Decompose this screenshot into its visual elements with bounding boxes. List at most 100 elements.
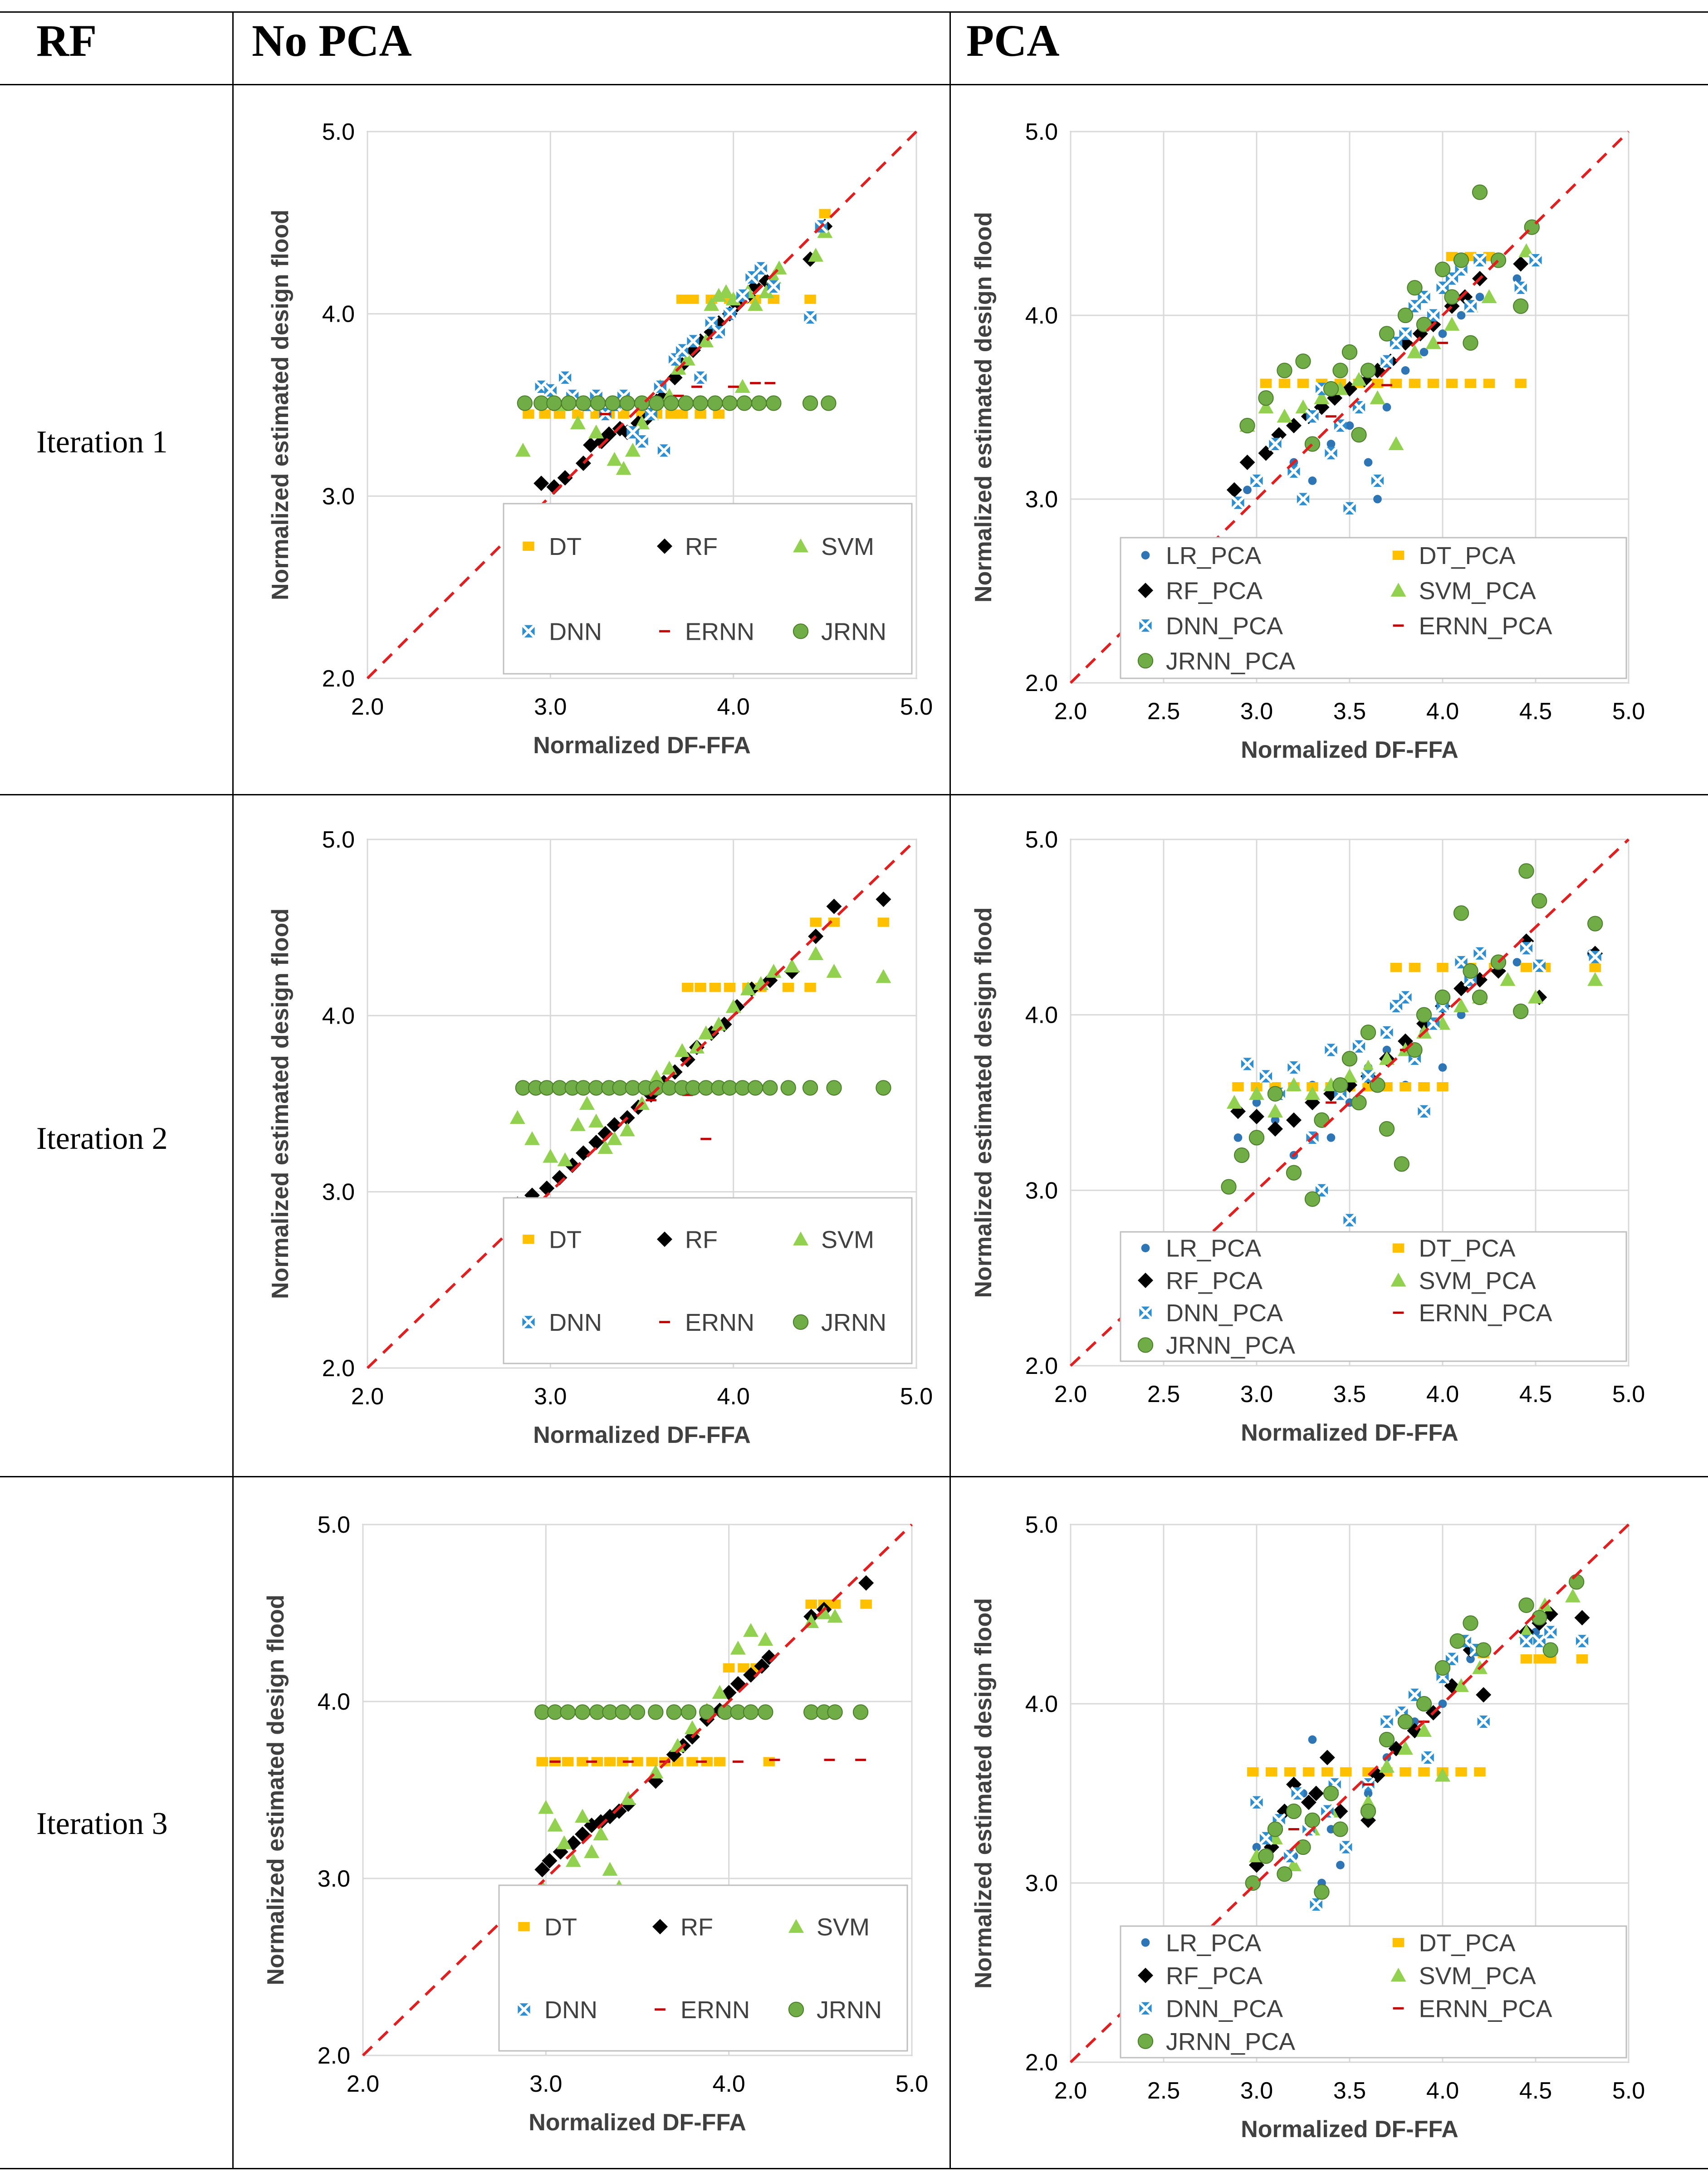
marker-cross <box>1543 1625 1558 1639</box>
series-jrnn <box>534 1704 869 1720</box>
data-point <box>1277 408 1292 423</box>
data-point <box>1232 1082 1244 1092</box>
data-point <box>764 382 776 384</box>
data-point <box>1363 1783 1374 1786</box>
data-point <box>816 1605 832 1619</box>
data-point <box>762 1080 778 1096</box>
legend-box <box>498 1884 908 2052</box>
data-point <box>539 1180 555 1196</box>
data-point <box>732 1760 744 1763</box>
data-point <box>826 964 842 978</box>
legend-label: ERNN <box>680 1996 750 2024</box>
legend-item-dnn-pca: DNN_PCA <box>1138 1995 1283 2022</box>
data-point <box>1476 1714 1491 1729</box>
data-point <box>730 1641 746 1655</box>
data-point <box>593 1826 609 1841</box>
x-tick-label: 4.0 <box>1426 1381 1459 1407</box>
marker-cross <box>1351 1039 1366 1054</box>
data-point <box>1437 1082 1449 1092</box>
data-point <box>1513 256 1529 272</box>
x-tick-label: 3.5 <box>1333 2078 1366 2104</box>
data-point <box>1379 1731 1395 1748</box>
data-point <box>1339 1840 1353 1854</box>
data-point <box>661 1060 677 1075</box>
data-point <box>714 1757 726 1766</box>
legend-label: DNN_PCA <box>1166 613 1283 640</box>
data-point <box>728 385 739 388</box>
data-point <box>1543 1625 1558 1639</box>
data-point <box>1321 1767 1333 1777</box>
data-point <box>722 395 738 411</box>
legend-marker <box>1137 653 1154 669</box>
data-point <box>1326 415 1336 418</box>
data-point <box>1230 1103 1246 1119</box>
data-point <box>748 297 763 311</box>
data-point <box>1565 1589 1581 1603</box>
marker-cross <box>1138 618 1153 633</box>
data-point <box>1513 298 1529 314</box>
y-tick-label: 3.0 <box>322 483 355 510</box>
data-point <box>1309 1897 1323 1912</box>
data-point <box>804 294 816 304</box>
data-point <box>1258 1848 1274 1864</box>
data-point <box>646 1757 658 1766</box>
data-point <box>1569 1574 1585 1590</box>
series-jrnn-pca <box>1221 863 1603 1207</box>
data-point <box>750 382 761 384</box>
x-tick-label: 3.0 <box>1240 2078 1273 2104</box>
legend-label: JRNN <box>821 1309 886 1336</box>
data-point <box>700 1138 712 1140</box>
data-point <box>1463 335 1478 351</box>
data-point <box>1268 1121 1283 1137</box>
series-dt <box>682 917 890 992</box>
marker-cross <box>1249 1795 1264 1809</box>
data-point <box>826 1080 842 1096</box>
data-point <box>1520 1654 1532 1664</box>
data-point <box>1252 1098 1261 1107</box>
legend-label: RF_PCA <box>1166 1962 1263 1990</box>
legend-marker <box>1138 1305 1153 1320</box>
data-point <box>617 1757 629 1766</box>
data-point <box>1248 1130 1265 1146</box>
x-axis-title: Normalized DF-FFA <box>1241 1420 1458 1446</box>
legend-marker <box>523 541 534 551</box>
series-layer <box>1245 1574 1590 1912</box>
y-tick-label: 5.0 <box>322 119 355 145</box>
y-tick-label: 2.0 <box>1025 1353 1058 1379</box>
data-point <box>570 415 586 430</box>
data-point <box>1268 436 1282 451</box>
legend-box <box>1120 1231 1627 1362</box>
data-point <box>1518 863 1534 879</box>
x-tick-label: 3.5 <box>1333 698 1366 725</box>
data-point <box>1589 963 1601 972</box>
data-point <box>1249 1086 1264 1100</box>
legend-marker <box>793 623 809 639</box>
legend-item-ernn-pca: ERNN_PCA <box>1393 613 1552 640</box>
marker-cross <box>803 310 817 325</box>
marker-cross <box>1513 280 1528 295</box>
data-point <box>1319 1750 1335 1765</box>
legend-marker <box>659 630 670 633</box>
legend-item-rf-pca: RF_PCA <box>1138 1962 1263 1990</box>
data-point <box>1345 421 1354 430</box>
data-point <box>591 1757 603 1766</box>
data-point <box>615 1704 631 1720</box>
data-point <box>1412 326 1428 342</box>
data-point <box>1463 1615 1478 1631</box>
data-point <box>758 1704 773 1720</box>
legend-marker <box>1138 583 1153 598</box>
data-point <box>1288 1828 1299 1830</box>
data-point <box>1519 1634 1534 1648</box>
y-tick-label: 4.0 <box>1025 303 1058 329</box>
series-jrnn <box>517 395 837 411</box>
chart-iteration-3-no-pca: 2.0 3.0 4.0 5.0 2.0 3.0 4.0 5.0 Normalized DF-FF… <box>263 1512 928 2136</box>
y-tick-label: 4.0 <box>322 1003 355 1029</box>
data-point <box>1532 1634 1546 1648</box>
legend-marker <box>1393 624 1404 627</box>
data-point <box>1364 1789 1373 1798</box>
data-point <box>1407 344 1423 358</box>
data-point <box>1512 274 1522 283</box>
y-axis-title: Normalized estimated design flood <box>267 908 294 1299</box>
data-point <box>616 461 631 475</box>
data-point <box>588 1134 604 1150</box>
